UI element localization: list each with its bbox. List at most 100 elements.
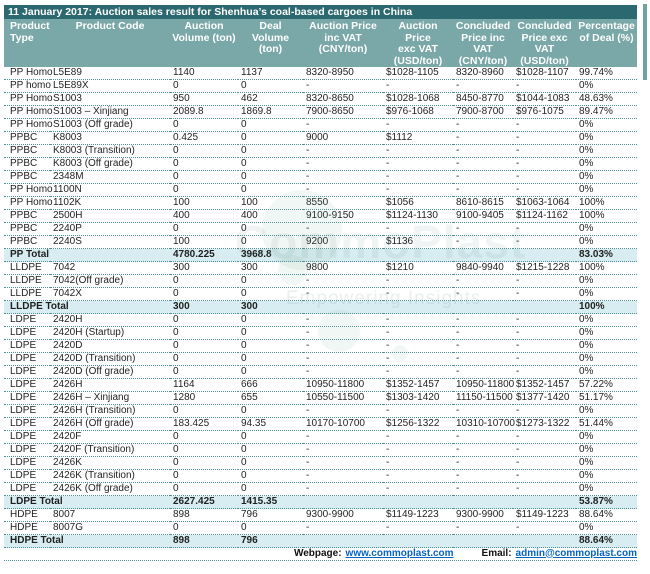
cell-auction_volume: 0 [170,365,238,379]
cell-concluded_price_exc_vat: - [513,274,576,288]
cell-auction_price_exc_vat: $1056 [383,196,453,210]
table-row: LDPE 2420F 0 0- - - -0% [4,430,637,444]
table-row: LDPE 2426H 1164 666 10950-11800 $1352-1457 109… [4,378,637,392]
cell-product_code: 2426K [50,456,170,470]
webpage-link[interactable]: www.commoplast.com [345,547,454,559]
cell-deal_volume: 0 [238,274,303,288]
cell-percentage_of_deal: 0% [576,521,637,535]
cell-concluded_price_inc_vat: - [453,482,513,496]
cell-deal_volume: 1869.8 [238,105,303,119]
cell-concluded_price_inc_vat [453,300,513,314]
cell-concluded_price_inc_vat: - [453,365,513,379]
email-link[interactable]: admin@commoplast.com [515,547,637,559]
report-title: 11 January 2017: Auction sales result fo… [4,5,637,19]
table-row: LLDPE 7042(Off grade) 0 0- - - -0% [4,274,637,288]
cell-auction_price_exc_vat: - [383,365,453,379]
cell-deal_volume: 0 [238,443,303,457]
cell-percentage_of_deal: 0% [576,118,637,132]
cell-product_code: 7042X [50,287,170,301]
cell-product_type: PPBC [4,157,50,171]
cell-product_code: 2420F (Transition) [50,443,170,457]
cell-product_type: PP homo [4,79,51,93]
cell-product_type: HDPE Total [4,534,64,548]
cell-product_code: 2420D (Off grade) [50,365,170,379]
cell-percentage_of_deal: 0% [576,274,637,288]
cell-auction_price_inc_vat: - [303,469,383,483]
cell-concluded_price_exc_vat: $1063-1064 [513,196,576,210]
cell-product_code: 1102K [50,196,170,210]
table-row: PPBC K8003 (Transition) 0 0- - - -0% [4,144,637,158]
cell-auction_volume: 300 [170,261,238,275]
cell-auction_volume: 0 [170,222,238,236]
cell-auction_price_inc_vat: 9300-9900 [303,508,383,522]
cell-concluded_price_exc_vat: - [513,404,576,418]
cell-percentage_of_deal: 0% [576,339,637,353]
cell-concluded_price_exc_vat: - [513,469,576,483]
total-row: PP Total 4780.225 3968.8 83.03% [4,248,637,262]
cell-auction_price_inc_vat: 8550 [303,196,383,210]
cell-auction_price_exc_vat: $976-1068 [383,105,453,119]
cell-product_code: 2426H (Transition) [50,404,170,418]
cell-concluded_price_inc_vat: 10950-11800 [453,378,514,392]
cell-concluded_price_exc_vat: - [513,170,576,184]
cell-product_code: 8007 [50,508,170,522]
cell-auction_price_exc_vat: - [383,482,453,496]
cell-auction_volume: 2089.8 [170,105,238,119]
cell-deal_volume: 0 [238,339,303,353]
cell-auction_volume: 2627.425 [170,495,238,509]
cell-deal_volume: 0 [238,482,303,496]
cell-deal_volume: 0 [238,313,303,327]
cell-auction_price_exc_vat [383,248,453,262]
cell-product_type: LDPE [4,430,50,444]
cell-product_code: S1003 (Off grade) [50,118,170,132]
table-row: PP Homo 1100N 0 0- - - -0% [4,183,637,197]
cell-percentage_of_deal: 83.03% [576,248,637,262]
cell-auction_price_inc_vat: - [303,339,383,353]
cell-percentage_of_deal: 100% [576,300,637,314]
table-row: LDPE 2420D (Off grade) 0 0- - - -0% [4,365,637,379]
cell-deal_volume: 796 [238,534,303,548]
table-row: HDPE 8007 898 796 9300-9900 $1149-1223 9300-99… [4,508,637,522]
cell-auction_volume: 0 [170,79,238,93]
cell-product_type: LDPE [4,352,50,366]
cell-auction_price_inc_vat: - [303,183,383,197]
cell-product_code: S1003 [50,92,170,106]
cell-deal_volume: 796 [238,508,303,522]
cell-auction_price_exc_vat: - [383,274,453,288]
cell-concluded_price_inc_vat: - [453,170,513,184]
cell-auction_price_exc_vat [383,495,453,509]
cell-auction_volume: 0 [170,326,238,340]
cell-product_type: LDPE [4,456,50,470]
cell-percentage_of_deal: 0% [576,144,637,158]
column-header-product_code: Product Code [50,19,170,67]
cell-percentage_of_deal: 0% [576,443,637,457]
table-row: PPBC K8003 0.425 0 9000 $1112- -0% [4,131,637,145]
cell-concluded_price_exc_vat: $976-1075 [513,105,576,119]
cell-percentage_of_deal: 0% [576,183,637,197]
cell-product_type: PP Homo [4,196,53,210]
cell-deal_volume: 0 [238,521,303,535]
cell-product_code: K8003 (Off grade) [50,157,170,171]
cell-product_code [50,534,170,548]
cell-auction_price_exc_vat [383,300,453,314]
cell-auction_price_exc_vat: - [383,79,453,93]
cell-auction_price_inc_vat: - [303,79,383,93]
cell-product_type: LDPE [4,365,50,379]
page-edge-strip [643,4,647,80]
cell-concluded_price_exc_vat: - [513,326,576,340]
cell-product_type: PPBC [4,209,50,223]
cell-auction_volume: 0 [170,170,238,184]
cell-auction_price_inc_vat: - [303,222,383,236]
cell-product_type: LDPE [4,378,50,392]
cell-product_code: 2348M [50,170,170,184]
cell-product_type: LDPE [4,482,50,496]
column-header-auction_volume: Auction Volume (ton) [170,19,238,67]
cell-product_code: 7042 [50,261,170,275]
cell-auction_volume: 0 [170,274,238,288]
cell-deal_volume: 0 [238,404,303,418]
cell-deal_volume: 0 [238,222,303,236]
cell-product_type: LLDPE [4,274,50,288]
cell-auction_price_inc_vat: - [303,430,383,444]
cell-product_code: 2426K (Off grade) [50,482,170,496]
cell-deal_volume: 0 [238,183,303,197]
